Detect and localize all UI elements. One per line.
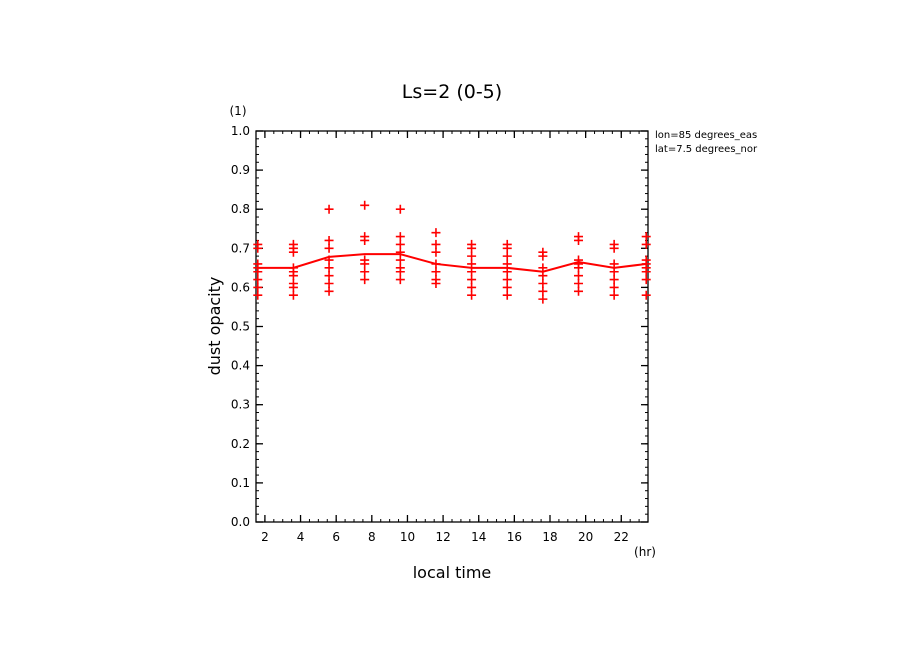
data-point-plus	[395, 247, 405, 257]
data-point-plus	[609, 282, 619, 292]
data-point-plus	[538, 286, 548, 296]
data-point-plus	[641, 275, 651, 285]
data-point-plus	[324, 263, 334, 273]
x-tick-label: 12	[435, 530, 450, 544]
x-tick-label: 22	[614, 530, 629, 544]
data-point-plus	[324, 271, 334, 281]
data-point-plus	[502, 282, 512, 292]
data-point-plus	[288, 271, 298, 281]
data-point-plus	[324, 278, 334, 288]
data-point-plus	[574, 263, 584, 273]
data-point-plus	[360, 259, 370, 269]
data-point-plus	[360, 275, 370, 285]
data-point-plus	[574, 278, 584, 288]
data-point-plus	[502, 275, 512, 285]
data-point-plus	[431, 239, 441, 249]
data-point-plus	[641, 239, 651, 249]
data-point-plus	[360, 200, 370, 210]
data-point-plus	[538, 251, 548, 261]
x-axis-label: local time	[413, 563, 492, 582]
y-tick-label: 0.6	[231, 280, 250, 294]
data-point-plus	[253, 275, 263, 285]
data-point-plus	[395, 255, 405, 265]
data-point-plus	[395, 239, 405, 249]
data-point-plus	[431, 278, 441, 288]
data-point-plus	[288, 290, 298, 300]
data-point-plus	[502, 251, 512, 261]
data-point-plus	[360, 235, 370, 245]
x-tick-label: 14	[471, 530, 486, 544]
y-tick-label: 0.0	[231, 515, 250, 529]
data-point-plus	[324, 243, 334, 253]
annotation-lon: lon=85 degrees_eas	[655, 130, 757, 141]
data-point-plus	[467, 243, 477, 253]
data-point-plus	[574, 286, 584, 296]
y-tick-label: 0.9	[231, 163, 250, 177]
data-point-plus	[609, 290, 619, 300]
x-tick-label: 8	[368, 530, 376, 544]
y-tick-label: 0.3	[231, 398, 250, 412]
data-point-plus	[395, 204, 405, 214]
data-point-plus	[395, 267, 405, 277]
x-tick-label: 6	[332, 530, 340, 544]
data-point-plus	[324, 204, 334, 214]
y-tick-label: 0.7	[231, 241, 250, 255]
data-point-plus	[395, 232, 405, 242]
plot-frame	[255, 130, 649, 523]
data-point-plus	[502, 243, 512, 253]
y-unit-label: (1)	[230, 104, 247, 118]
x-tick-label: 4	[297, 530, 305, 544]
data-point-plus	[609, 275, 619, 285]
data-point-plus	[467, 251, 477, 261]
y-tick-label: 0.2	[231, 437, 250, 451]
annotation-lat: lat=7.5 degrees_nor	[655, 144, 758, 155]
data-point-plus	[641, 232, 651, 242]
data-point-plus	[253, 243, 263, 253]
data-point-plus	[574, 271, 584, 281]
data-point-plus	[288, 282, 298, 292]
data-point-plus	[574, 235, 584, 245]
x-tick-label: 18	[542, 530, 557, 544]
data-point-plus	[253, 290, 263, 300]
data-point-plus	[360, 267, 370, 277]
x-tick-label: 20	[578, 530, 593, 544]
data-point-plus	[467, 282, 477, 292]
data-point-plus	[502, 290, 512, 300]
data-point-plus	[641, 290, 651, 300]
data-point-plus	[431, 228, 441, 238]
y-tick-label: 0.5	[231, 320, 250, 334]
y-tick-label: 0.4	[231, 359, 250, 373]
chart-title: Ls=2 (0-5)	[402, 81, 502, 103]
data-point-plus	[467, 290, 477, 300]
y-axis-label: dust opacity	[205, 277, 224, 376]
x-tick-label: 10	[400, 530, 415, 544]
y-tick-label: 0.1	[231, 476, 250, 490]
data-point-plus	[395, 275, 405, 285]
x-unit-label: (hr)	[634, 545, 656, 559]
data-point-plus	[288, 247, 298, 257]
data-point-plus	[609, 243, 619, 253]
data-point-plus	[324, 286, 334, 296]
data-point-plus	[538, 294, 548, 304]
data-point-plus	[431, 247, 441, 257]
data-point-plus	[253, 282, 263, 292]
data-point-plus	[538, 278, 548, 288]
x-tick-label: 16	[507, 530, 522, 544]
data-point-plus	[467, 275, 477, 285]
mean-line	[257, 253, 647, 273]
y-tick-label: 0.8	[231, 202, 250, 216]
x-tick-label: 2	[261, 530, 269, 544]
data-point-plus	[641, 267, 651, 277]
data-point-plus	[431, 267, 441, 277]
data-point-plus	[324, 235, 334, 245]
y-tick-label: 1.0	[231, 124, 250, 138]
